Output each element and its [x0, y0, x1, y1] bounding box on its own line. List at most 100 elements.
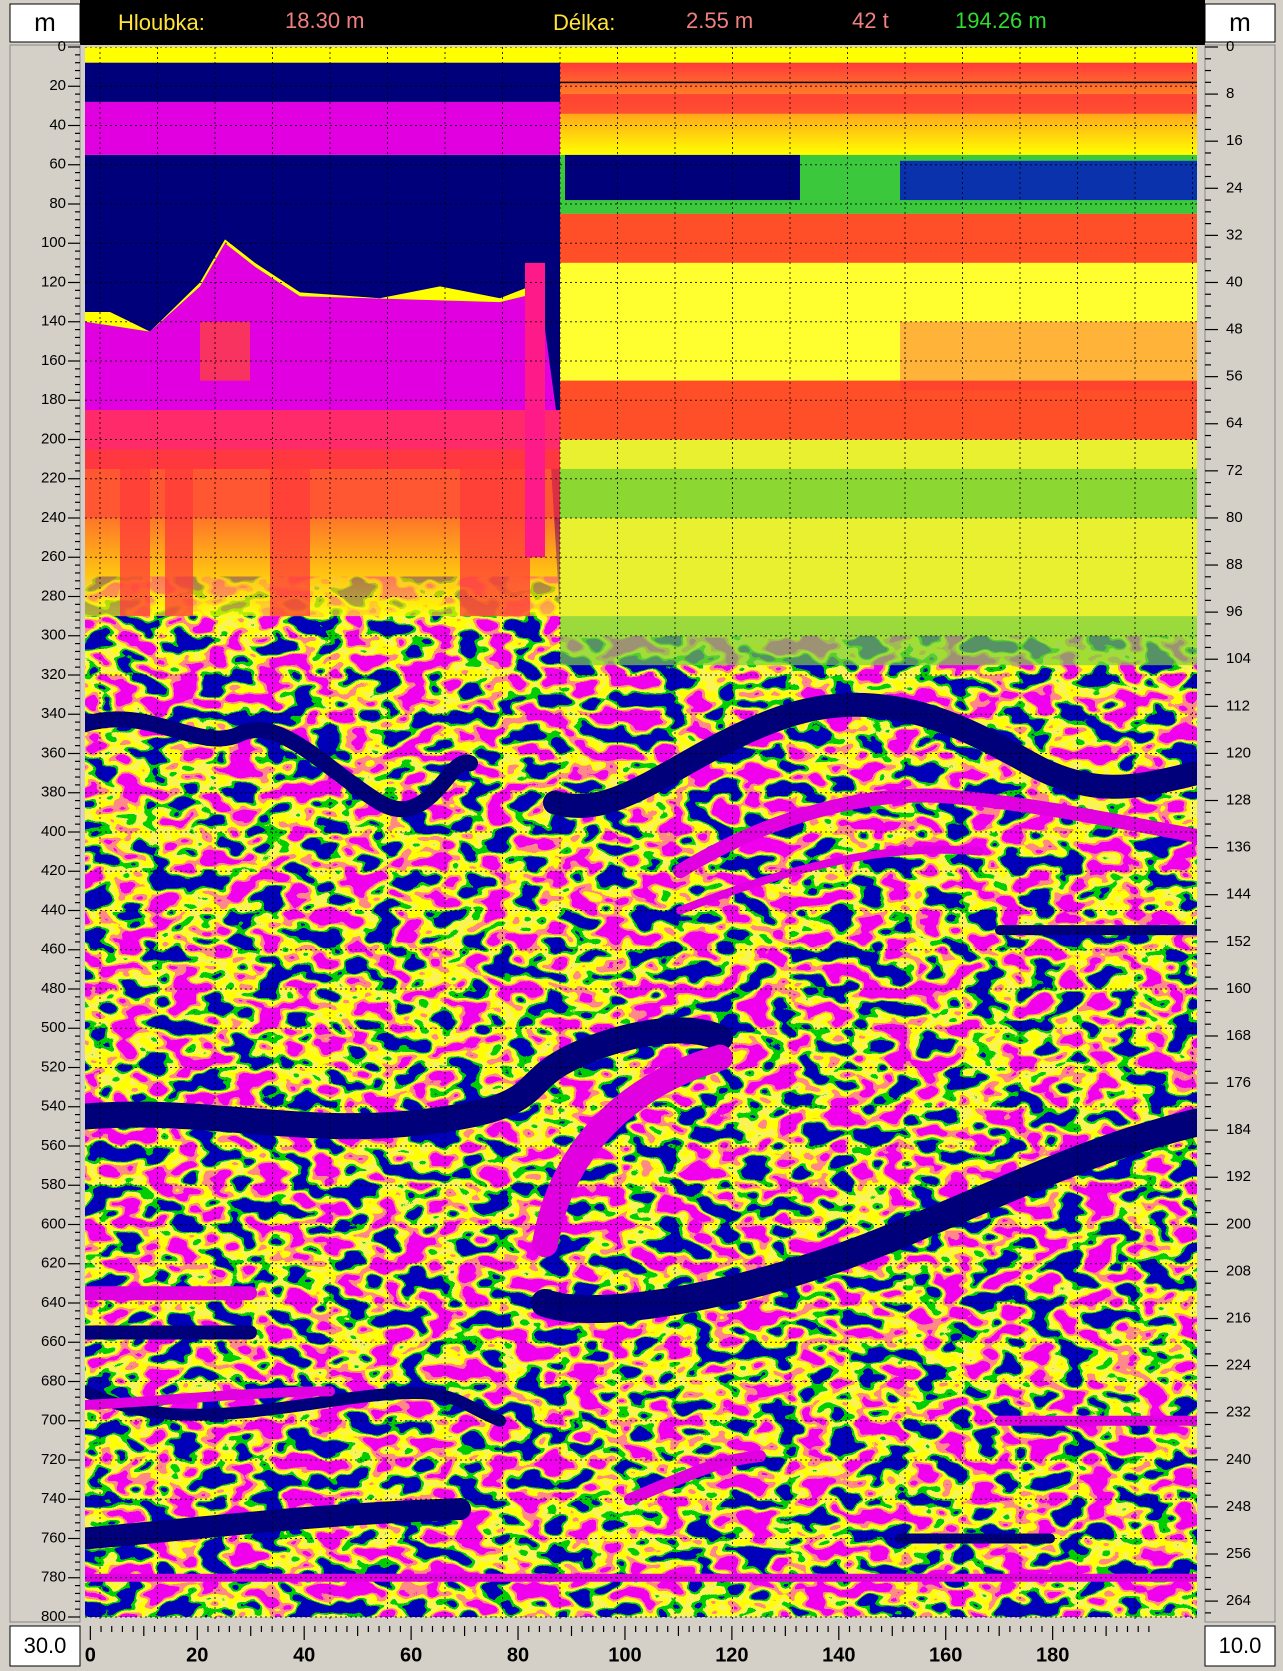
left-unit: m	[34, 7, 56, 37]
right-tick-label: 8	[1226, 85, 1234, 102]
right-tick-label: 224	[1226, 1357, 1251, 1374]
echo-band	[560, 469, 1197, 518]
right-tick-label: 232	[1226, 1404, 1251, 1421]
right-tick-label: 80	[1226, 509, 1243, 526]
right-tick-label: 16	[1226, 132, 1243, 149]
left-tick-label: 360	[41, 744, 66, 761]
depth-value: 18.30 m	[285, 8, 365, 33]
left-tick-label: 400	[41, 823, 66, 840]
left-tick-label: 80	[49, 195, 66, 212]
bottom-tick-label: 0	[85, 1644, 96, 1666]
right-tick-label: 240	[1226, 1451, 1251, 1468]
right-tick-label: 200	[1226, 1215, 1251, 1232]
right-tick-label: 248	[1226, 1498, 1251, 1515]
bottom-tick-label: 40	[293, 1644, 315, 1666]
left-corner: 30.0	[24, 1633, 67, 1658]
radar-window: m m Hloubka: 18.30 m Délka: 2.55 m 42 t …	[0, 0, 1283, 1671]
echo-band	[85, 63, 560, 102]
left-tick-label: 60	[49, 156, 66, 173]
left-tick-label: 200	[41, 430, 66, 447]
right-tick-label: 0	[1226, 38, 1234, 55]
echo-band	[560, 47, 1197, 63]
left-tick-label: 320	[41, 666, 66, 683]
echo-band	[200, 322, 250, 381]
right-tick-label: 56	[1226, 368, 1243, 385]
right-tick-label: 184	[1226, 1121, 1251, 1138]
right-tick-label: 136	[1226, 839, 1251, 856]
left-tick-label: 480	[41, 980, 66, 997]
right-tick-label: 168	[1226, 1027, 1251, 1044]
page: Radargram {"header": {"depth_label": "Hl…	[0, 0, 1283, 1671]
left-tick-label: 440	[41, 901, 66, 918]
left-tick-label: 620	[41, 1255, 66, 1272]
left-tick-label: 680	[41, 1372, 66, 1389]
bottom-tick-label: 100	[608, 1644, 641, 1666]
left-tick-label: 380	[41, 784, 66, 801]
right-tick-label: 96	[1226, 603, 1243, 620]
bottom-tick-label: 60	[400, 1644, 422, 1666]
bottom-tick-label: 20	[186, 1644, 208, 1666]
left-tick-label: 420	[41, 862, 66, 879]
left-tick-label: 40	[49, 116, 66, 133]
right-unit: m	[1229, 7, 1251, 37]
echo-band	[900, 322, 1197, 391]
depth-label: Hloubka:	[118, 10, 205, 35]
right-tick-label: 112	[1226, 697, 1250, 714]
left-tick-label: 640	[41, 1294, 66, 1311]
echo-band	[525, 263, 545, 557]
left-tick-label: 120	[41, 273, 66, 290]
left-tick-label: 760	[41, 1529, 66, 1546]
bottom-tick-label: 120	[715, 1644, 748, 1666]
left-tick-label: 180	[41, 391, 66, 408]
left-tick-label: 240	[41, 509, 66, 526]
right-tick-label: 64	[1226, 415, 1243, 432]
bottom-tick-label: 160	[929, 1644, 962, 1666]
echo-band	[85, 47, 560, 63]
right-tick-label: 24	[1226, 179, 1243, 196]
left-tick-label: 780	[41, 1569, 66, 1586]
echo-band	[460, 459, 530, 616]
echo-band	[120, 459, 150, 616]
right-tick-label: 264	[1226, 1592, 1251, 1609]
echo-band	[560, 616, 1197, 665]
left-tick-label: 20	[49, 77, 66, 94]
left-tick-label: 660	[41, 1333, 66, 1350]
left-tick-label: 700	[41, 1412, 66, 1429]
left-tick-label: 280	[41, 587, 66, 604]
echo-band	[565, 155, 800, 200]
left-tick-label: 520	[41, 1058, 66, 1075]
right-tick-label: 216	[1226, 1310, 1251, 1327]
left-tick-label: 220	[41, 470, 66, 487]
left-tick-label: 500	[41, 1019, 66, 1036]
right-corner: 10.0	[1219, 1633, 1262, 1658]
right-tick-label: 128	[1226, 791, 1251, 808]
left-tick-label: 460	[41, 941, 66, 958]
right-tick-label: 160	[1226, 980, 1251, 997]
length-label: Délka:	[553, 10, 615, 35]
echo-band	[85, 102, 560, 155]
left-tick-label: 720	[41, 1451, 66, 1468]
left-tick-label: 160	[41, 352, 66, 369]
left-tick-label: 340	[41, 705, 66, 722]
right-tick-label: 152	[1226, 933, 1251, 950]
left-tick-label: 580	[41, 1176, 66, 1193]
echo-band	[270, 459, 310, 616]
total-length: 194.26 m	[955, 8, 1047, 33]
length-value: 2.55 m	[686, 8, 753, 33]
right-tick-label: 104	[1226, 650, 1251, 667]
left-tick-label: 100	[41, 234, 66, 251]
left-tick-label: 600	[41, 1215, 66, 1232]
left-tick-label: 740	[41, 1490, 66, 1507]
left-tick-label: 300	[41, 627, 66, 644]
bottom-tick-label: 180	[1036, 1644, 1069, 1666]
left-tick-label: 260	[41, 548, 66, 565]
bottom-tick-label: 140	[822, 1644, 855, 1666]
left-tick-label: 0	[58, 38, 66, 55]
left-tick-label: 800	[41, 1608, 66, 1625]
right-tick-label: 48	[1226, 321, 1243, 338]
right-tick-label: 72	[1226, 462, 1243, 479]
right-tick-label: 40	[1226, 273, 1243, 290]
bottom-tick-label: 80	[507, 1644, 529, 1666]
trace-count: 42 t	[852, 8, 889, 33]
right-tick-label: 208	[1226, 1262, 1251, 1279]
